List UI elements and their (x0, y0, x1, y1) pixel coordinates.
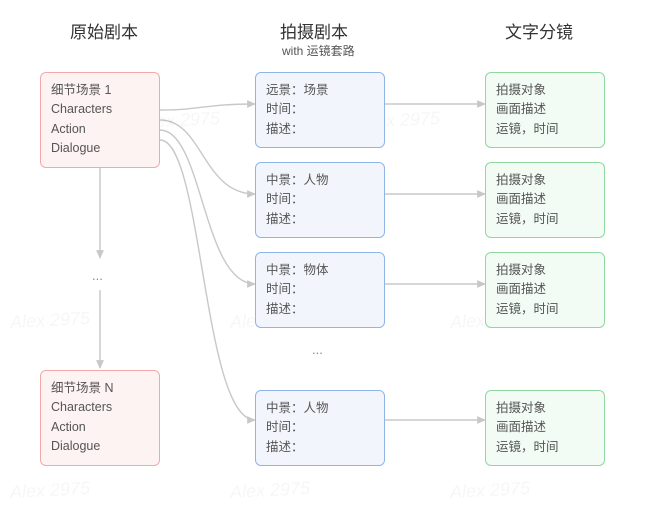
scene-box-1: 细节场景 NCharactersActionDialogue (40, 370, 160, 466)
header-mid: 拍摄剧本 (280, 18, 348, 43)
storyboard-box-2: 拍摄对象画面描述运镜，时间 (485, 252, 605, 328)
scene-box-1-line: Characters (51, 398, 149, 417)
storyboard-box-3-line: 画面描述 (496, 418, 594, 437)
shot-box-0-line: 描述： (266, 120, 374, 139)
storyboard-box-0-line: 拍摄对象 (496, 81, 594, 100)
shot-box-3-line: 描述： (266, 438, 374, 457)
shot-box-1-line: 时间： (266, 190, 374, 209)
mid-ellipsis: ... (312, 342, 323, 357)
shot-box-1-line: 描述： (266, 210, 374, 229)
storyboard-box-1-line: 运镜，时间 (496, 210, 594, 229)
watermark: Alex 2975 (450, 478, 531, 503)
scene-box-0-line: 细节场景 1 (51, 81, 149, 100)
storyboard-box-3: 拍摄对象画面描述运镜，时间 (485, 390, 605, 466)
storyboard-box-3-line: 拍摄对象 (496, 399, 594, 418)
shot-box-0-line: 远景：场景 (266, 81, 374, 100)
storyboard-box-1-line: 拍摄对象 (496, 171, 594, 190)
arrow-1 (160, 120, 255, 194)
shot-box-2-line: 时间： (266, 280, 374, 299)
scene-box-0: 细节场景 1CharactersActionDialogue (40, 72, 160, 168)
scene-box-1-line: Dialogue (51, 437, 149, 456)
storyboard-box-0-line: 画面描述 (496, 100, 594, 119)
shot-box-1-line: 中景：人物 (266, 171, 374, 190)
storyboard-box-2-line: 运镜，时间 (496, 300, 594, 319)
scene-box-1-line: Action (51, 418, 149, 437)
shot-box-3: 中景：人物时间：描述： (255, 390, 385, 466)
scene-box-0-line: Characters (51, 100, 149, 119)
storyboard-box-1: 拍摄对象画面描述运镜，时间 (485, 162, 605, 238)
header-left: 原始剧本 (70, 18, 138, 43)
scene-box-0-line: Dialogue (51, 139, 149, 158)
header-mid-sub: with 运镜套路 (282, 42, 355, 59)
watermark: Alex 2975 (230, 478, 311, 503)
shot-box-3-line: 时间： (266, 418, 374, 437)
shot-box-2-line: 中景：物体 (266, 261, 374, 280)
watermark: Alex 2975 (10, 308, 91, 333)
storyboard-box-2-line: 拍摄对象 (496, 261, 594, 280)
storyboard-box-3-line: 运镜，时间 (496, 438, 594, 457)
scene-box-1-line: 细节场景 N (51, 379, 149, 398)
arrow-3 (160, 140, 255, 420)
storyboard-box-0: 拍摄对象画面描述运镜，时间 (485, 72, 605, 148)
storyboard-box-1-line: 画面描述 (496, 190, 594, 209)
shot-box-3-line: 中景：人物 (266, 399, 374, 418)
arrow-2 (160, 130, 255, 284)
shot-box-0-line: 时间： (266, 100, 374, 119)
storyboard-box-0-line: 运镜，时间 (496, 120, 594, 139)
storyboard-box-2-line: 画面描述 (496, 280, 594, 299)
left-ellipsis: ... (92, 268, 103, 283)
shot-box-2: 中景：物体时间：描述： (255, 252, 385, 328)
shot-box-1: 中景：人物时间：描述： (255, 162, 385, 238)
watermark: Alex 2975 (10, 478, 91, 503)
scene-box-0-line: Action (51, 120, 149, 139)
shot-box-2-line: 描述： (266, 300, 374, 319)
arrow-0 (160, 104, 255, 110)
header-right: 文字分镜 (505, 18, 573, 43)
shot-box-0: 远景：场景时间：描述： (255, 72, 385, 148)
